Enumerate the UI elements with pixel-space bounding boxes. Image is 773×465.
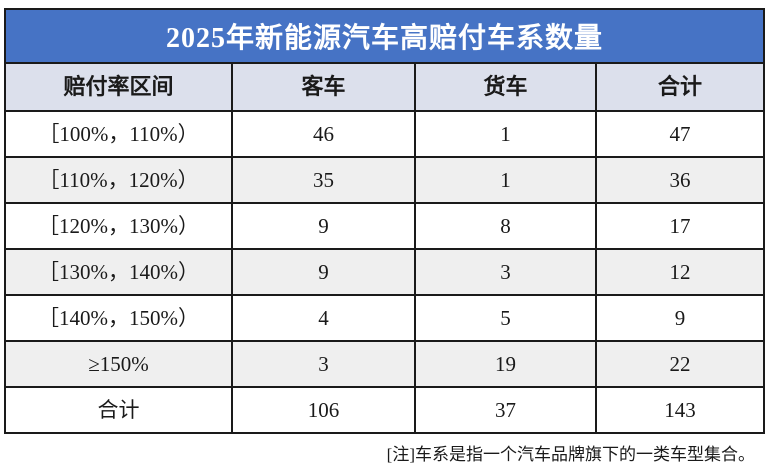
table-row: ［110%，120%） 35 1 36 <box>6 156 763 202</box>
bus-count-cell: 9 <box>231 204 414 248</box>
bus-count-cell: 9 <box>231 250 414 294</box>
interval-cell: ［110%，120%） <box>6 158 231 202</box>
bus-count-cell: 4 <box>231 296 414 340</box>
total-count-cell: 36 <box>595 158 763 202</box>
total-row: 合计 106 37 143 <box>6 386 763 432</box>
footnote: [注]车系是指一个汽车品牌旗下的一类车型集合。 <box>4 434 765 465</box>
col-header-bus: 客车 <box>231 64 414 110</box>
interval-cell: ≥150% <box>6 342 231 386</box>
bus-count-cell: 35 <box>231 158 414 202</box>
claims-table: 2025年新能源汽车高赔付车系数量 赔付率区间 客车 货车 合计 ［100%，1… <box>4 8 765 434</box>
header-row: 赔付率区间 客车 货车 合计 <box>6 62 763 110</box>
table-row: ［120%，130%） 9 8 17 <box>6 202 763 248</box>
table-title: 2025年新能源汽车高赔付车系数量 <box>6 10 763 62</box>
col-header-interval: 赔付率区间 <box>6 64 231 110</box>
interval-cell: ［130%，140%） <box>6 250 231 294</box>
truck-count-cell: 8 <box>414 204 595 248</box>
table-row: ≥150% 3 19 22 <box>6 340 763 386</box>
truck-count-cell: 1 <box>414 112 595 156</box>
col-header-truck: 货车 <box>414 64 595 110</box>
total-count-cell: 9 <box>595 296 763 340</box>
table-row: ［100%，110%） 46 1 47 <box>6 110 763 156</box>
table-row: ［130%，140%） 9 3 12 <box>6 248 763 294</box>
truck-count-cell: 1 <box>414 158 595 202</box>
truck-count-cell: 5 <box>414 296 595 340</box>
interval-cell: 合计 <box>6 388 231 432</box>
table-row: ［140%，150%） 4 5 9 <box>6 294 763 340</box>
truck-count-cell: 3 <box>414 250 595 294</box>
bus-count-cell: 3 <box>231 342 414 386</box>
interval-cell: ［120%，130%） <box>6 204 231 248</box>
total-count-cell: 17 <box>595 204 763 248</box>
total-count-cell: 12 <box>595 250 763 294</box>
interval-cell: ［100%，110%） <box>6 112 231 156</box>
total-count-cell: 47 <box>595 112 763 156</box>
total-count-cell: 22 <box>595 342 763 386</box>
bus-count-cell: 46 <box>231 112 414 156</box>
truck-count-cell: 19 <box>414 342 595 386</box>
truck-count-cell: 37 <box>414 388 595 432</box>
col-header-total: 合计 <box>595 64 763 110</box>
bus-count-cell: 106 <box>231 388 414 432</box>
total-count-cell: 143 <box>595 388 763 432</box>
interval-cell: ［140%，150%） <box>6 296 231 340</box>
